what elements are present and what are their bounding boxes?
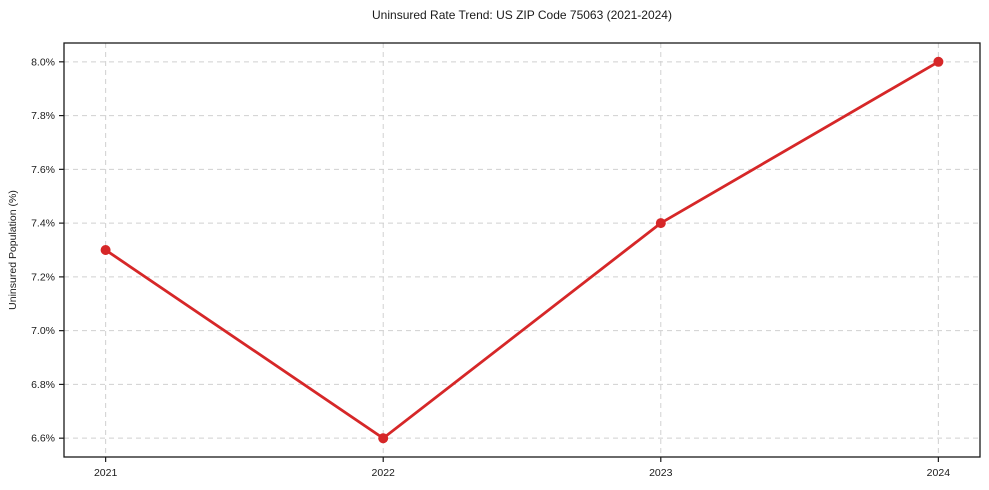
data-point-marker [100,245,111,255]
y-tick-label: 7.0% [31,325,55,337]
y-tick-label: 8.0% [31,56,55,68]
trend-line [104,60,940,440]
x-tick-label: 2024 [927,467,951,479]
y-tick-label: 7.4% [31,218,55,230]
data-point-marker [378,433,389,444]
y-tick-label: 7.8% [31,110,55,122]
data-point-marker [933,56,944,67]
plot-border [63,42,981,458]
chart-title: Uninsured Rate Trend: US ZIP Code 75063 … [372,8,672,22]
x-tick-label: 2022 [372,467,396,479]
y-tick-label: 6.6% [31,433,55,445]
y-tick-label: 6.8% [31,379,55,391]
data-point-marker [655,218,666,229]
x-tick-label: 2021 [94,467,118,479]
x-tick-label: 2023 [649,467,673,479]
y-tick-label: 7.6% [31,164,55,176]
y-tick-label: 7.2% [31,271,55,283]
